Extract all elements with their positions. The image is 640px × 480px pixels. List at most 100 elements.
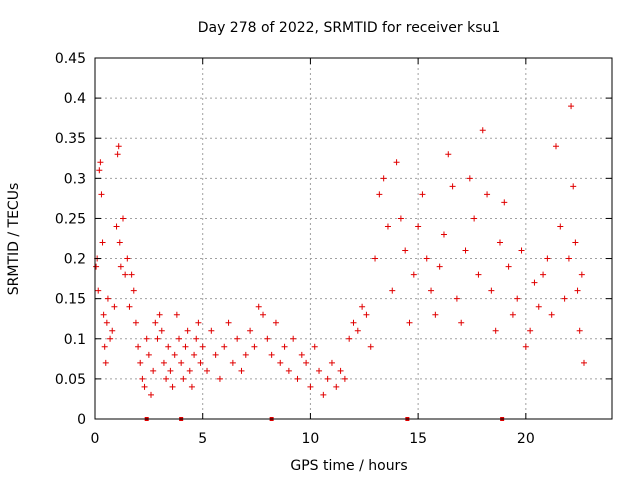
data-point (518, 247, 525, 254)
data-point (328, 359, 335, 366)
y-tick-label: 0.2 (64, 252, 86, 268)
data-point (307, 383, 314, 390)
data-point (389, 287, 396, 294)
data-point (128, 271, 135, 278)
data-point (509, 311, 516, 318)
x-tick-label: 10 (302, 431, 320, 447)
data-point (393, 159, 400, 166)
data-point (346, 335, 353, 342)
data-point (165, 343, 172, 350)
data-point (124, 255, 131, 262)
data-point (114, 151, 121, 158)
data-point (354, 327, 361, 334)
x-axis-label: GPS time / hours (290, 458, 407, 474)
x-tick-label: 15 (409, 431, 427, 447)
data-point (572, 239, 579, 246)
data-point (423, 255, 430, 262)
y-tick-label: 0.45 (55, 51, 86, 67)
data-point (324, 375, 331, 382)
data-point (565, 255, 572, 262)
data-point (380, 175, 387, 182)
data-point (103, 319, 110, 326)
data-point (522, 343, 529, 350)
data-points (93, 103, 587, 398)
grid (95, 58, 612, 419)
data-point (186, 367, 193, 374)
data-point (570, 183, 577, 190)
data-point (135, 343, 142, 350)
data-point (514, 295, 521, 302)
data-point (122, 271, 129, 278)
data-point (102, 359, 109, 366)
data-point (531, 279, 538, 286)
data-point (440, 231, 447, 238)
data-point (561, 295, 568, 302)
data-point (406, 319, 413, 326)
data-point (154, 335, 161, 342)
data-point (350, 319, 357, 326)
data-point (316, 367, 323, 374)
data-point (341, 375, 348, 382)
data-point (143, 335, 150, 342)
data-point (191, 351, 198, 358)
data-point (188, 383, 195, 390)
chart-title: Day 278 of 2022, SRMTID for receiver ksu… (198, 20, 501, 36)
data-point (367, 343, 374, 350)
data-point (242, 351, 249, 358)
data-point (294, 375, 301, 382)
data-point (204, 367, 211, 374)
data-point (111, 303, 118, 310)
data-point (95, 287, 102, 294)
data-point (109, 327, 116, 334)
x-tick-label: 20 (517, 431, 535, 447)
y-tick-label: 0.1 (64, 332, 86, 348)
data-point (116, 239, 123, 246)
data-point (171, 351, 178, 358)
data-point (540, 271, 547, 278)
data-point (428, 287, 435, 294)
data-point (544, 255, 551, 262)
data-point (568, 103, 575, 110)
data-point (197, 359, 204, 366)
data-point (148, 391, 155, 398)
data-point (574, 287, 581, 294)
data-point (167, 367, 174, 374)
data-point (333, 383, 340, 390)
data-point (505, 263, 512, 270)
data-point (479, 127, 486, 134)
data-point (107, 335, 114, 342)
data-point (195, 319, 202, 326)
data-point (132, 319, 139, 326)
data-point (419, 191, 426, 198)
data-point (303, 359, 310, 366)
data-point (281, 343, 288, 350)
y-tick-label: 0 (77, 412, 86, 428)
data-point (113, 223, 120, 230)
data-point (104, 295, 111, 302)
data-point (156, 311, 163, 318)
data-point (216, 375, 223, 382)
data-point (384, 223, 391, 230)
data-point (208, 327, 215, 334)
data-point (255, 303, 262, 310)
y-tick-label: 0.4 (64, 91, 86, 107)
data-point (160, 359, 167, 366)
data-point (320, 391, 327, 398)
data-point (96, 167, 103, 174)
data-point (93, 263, 100, 270)
y-tick-label: 0.3 (64, 171, 86, 187)
data-point (415, 223, 422, 230)
data-point (229, 359, 236, 366)
x-tick-label: 0 (91, 431, 100, 447)
data-point (432, 311, 439, 318)
data-point (115, 143, 122, 150)
data-point (436, 263, 443, 270)
data-point (260, 311, 267, 318)
data-point (535, 303, 542, 310)
data-point (359, 303, 366, 310)
data-point (234, 335, 241, 342)
data-point (176, 335, 183, 342)
y-tick-label: 0.15 (55, 292, 86, 308)
data-point (471, 215, 478, 222)
y-tick-label: 0.05 (55, 372, 86, 388)
